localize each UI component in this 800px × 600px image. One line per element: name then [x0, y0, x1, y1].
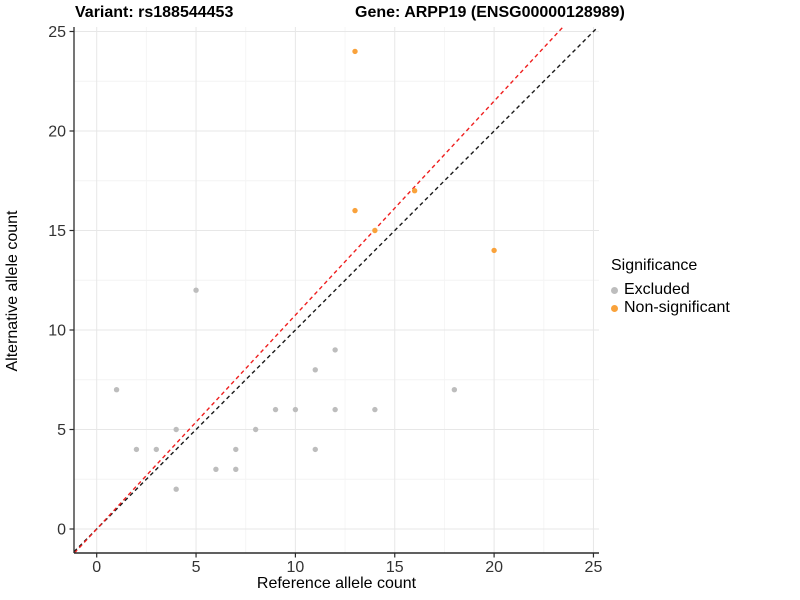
y-tick-label: 15: [48, 223, 66, 240]
y-tick-label: 25: [48, 24, 66, 41]
x-tick-label: 10: [287, 559, 305, 576]
data-point-excluded: [332, 347, 338, 353]
data-point-non-significant: [352, 48, 358, 55]
y-tick-label: 5: [57, 422, 66, 439]
data-point-excluded: [173, 426, 179, 433]
x-tick-label: 5: [192, 559, 201, 576]
data-point-excluded: [133, 446, 140, 453]
legend-item-label: Excluded: [624, 281, 690, 298]
legend-item-non-significant: Non-significant: [611, 299, 796, 317]
data-point-excluded: [153, 446, 160, 453]
variant-title: Variant: rs188544453: [75, 4, 234, 21]
data-point-excluded: [272, 406, 279, 413]
non-significant-swatch-icon: [611, 304, 618, 312]
data-point-excluded: [312, 367, 318, 373]
data-point-non-significant: [411, 188, 418, 194]
data-point-excluded: [292, 406, 299, 413]
gene-title: Gene: ARPP19 (ENSG00000128989): [355, 4, 625, 21]
legend-item-label: Non-significant: [624, 299, 730, 316]
y-tick-label: 0: [57, 522, 66, 539]
plot-panel: [74, 27, 599, 553]
excluded-swatch-icon: [611, 286, 618, 294]
data-point-excluded: [312, 446, 318, 453]
data-point-non-significant: [372, 227, 378, 234]
x-tick-label: 25: [585, 559, 603, 576]
data-point-excluded: [252, 426, 259, 433]
data-point-excluded: [332, 406, 338, 413]
data-point-excluded: [451, 387, 458, 393]
data-point-excluded: [193, 287, 199, 293]
x-tick-label: 0: [92, 559, 101, 576]
legend-item-excluded: Excluded: [611, 281, 796, 299]
y-tick-label: 20: [48, 124, 66, 141]
data-point-excluded: [233, 446, 239, 453]
identity-line: [73, 26, 599, 553]
x-tick-label: 20: [485, 559, 503, 576]
data-point-excluded: [213, 466, 219, 472]
data-point-excluded: [113, 387, 120, 393]
data-point-excluded: [173, 486, 179, 492]
legend: Significance Excluded Non-significant: [611, 257, 796, 317]
data-point-non-significant: [352, 207, 358, 214]
y-axis-title: Alternative allele count: [4, 210, 21, 372]
data-point-excluded: [372, 406, 378, 413]
y-tick-label: 10: [48, 323, 66, 340]
data-point-non-significant: [491, 247, 497, 254]
data-point-excluded: [233, 466, 239, 472]
legend-title: Significance: [611, 257, 698, 274]
x-axis-title: Reference allele count: [256, 575, 417, 592]
expected-ratio-line: [73, 26, 564, 554]
x-tick-label: 15: [386, 559, 404, 576]
